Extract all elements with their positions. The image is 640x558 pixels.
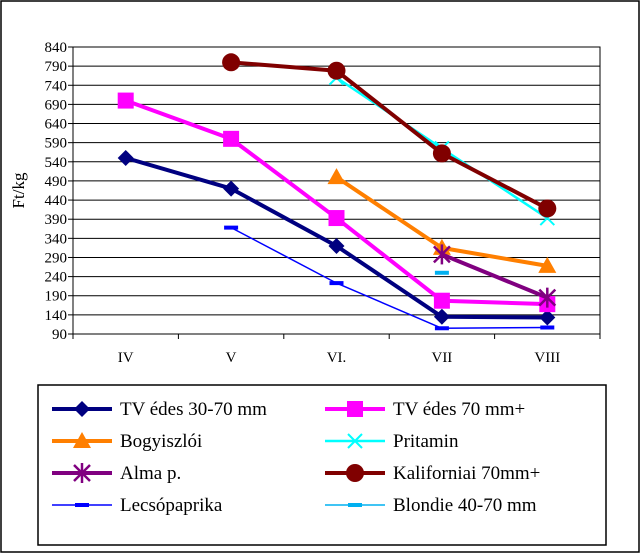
legend-box	[37, 384, 607, 546]
y-tick-label: 240	[45, 270, 68, 286]
legend-item-tv-des-30-70-mm: TV édes 30-70 mm	[52, 399, 267, 420]
data-point	[223, 180, 240, 197]
data-point	[538, 199, 557, 218]
legend-marker	[348, 503, 362, 507]
legend-label: TV édes 70 mm+	[393, 399, 525, 420]
data-point	[434, 326, 449, 331]
data-point	[433, 244, 451, 265]
legend-label: Pritamin	[393, 431, 459, 452]
x-tick-label: VIII	[534, 350, 560, 366]
y-tick-label: 490	[45, 174, 68, 190]
data-point	[329, 281, 344, 286]
x-tick-label: VII	[431, 350, 452, 366]
legend-label: TV édes 30-70 mm	[120, 399, 267, 420]
y-tick-label: 740	[45, 78, 68, 94]
legend-marker	[73, 432, 91, 448]
data-point	[538, 256, 557, 273]
legend-label: Lecsópaprika	[120, 495, 223, 516]
data-point	[117, 149, 134, 166]
legend-marker	[73, 463, 91, 483]
legend-label: Bogyiszlói	[120, 431, 202, 452]
data-point	[540, 325, 555, 330]
y-tick-label: 840	[45, 40, 68, 56]
y-tick-label: 590	[45, 136, 68, 152]
x-tick-label: IV	[118, 350, 134, 366]
data-point	[433, 308, 450, 325]
legend: TV édes 30-70 mm TV édes 70 mm+ Bogyiszlói…	[52, 399, 540, 516]
legend-item-pritamin: Pritamin	[325, 431, 459, 452]
data-point	[117, 92, 134, 109]
plot-area	[72, 46, 601, 335]
y-tick-label: 640	[45, 117, 68, 133]
series-alma-p	[433, 244, 557, 308]
y-tick-label: 290	[45, 250, 68, 266]
legend-marker	[347, 401, 363, 417]
y-tick-label: 690	[45, 97, 68, 113]
y-tick-label: 340	[45, 231, 68, 247]
y-tick-label: 390	[45, 212, 68, 228]
data-point	[432, 144, 451, 163]
legend-label: Kaliforniai 70mm+	[393, 463, 540, 484]
legend-item-kaliforniai-70mm: Kaliforniai 70mm+	[325, 463, 540, 484]
series-kaliforniai-70mm	[222, 53, 557, 218]
legend-item-lecs-paprika: Lecsópaprika	[52, 495, 223, 516]
series-line	[441, 252, 549, 300]
legend-item-blondie-40-70-mm: Blondie 40-70 mm	[325, 495, 537, 516]
y-axis-ticks: 90 140 190 240 290 340 390 440 490 540 590 640 690 74…	[45, 40, 73, 343]
data-point	[328, 237, 345, 254]
legend-marker	[346, 464, 364, 482]
legend-item-alma-p: Alma p.	[52, 463, 181, 484]
y-axis-label: Ft/kg	[9, 172, 28, 208]
data-point	[327, 61, 346, 80]
legend-marker	[347, 433, 363, 449]
data-point	[224, 225, 239, 230]
x-tick-label: V	[226, 350, 237, 366]
data-point	[434, 270, 449, 275]
x-axis-ticks: IV V VI. VII VIII	[72, 334, 601, 366]
data-point	[327, 168, 346, 185]
series-blondie-40-70-mm	[434, 270, 449, 275]
data-point	[539, 309, 556, 326]
series-group	[117, 53, 557, 331]
series-line	[230, 226, 548, 330]
y-tick-label: 540	[45, 155, 68, 171]
y-tick-label: 440	[45, 193, 68, 209]
y-tick-label: 90	[52, 327, 67, 343]
data-point	[328, 210, 345, 227]
legend-marker	[75, 503, 89, 507]
legend-item-tv-des-70-mm: TV édes 70 mm+	[325, 399, 525, 420]
series-tv-des-30-70-mm	[117, 149, 556, 326]
legend-label: Alma p.	[120, 463, 181, 484]
y-tick-label: 140	[45, 308, 68, 324]
data-point	[222, 53, 241, 72]
data-point	[223, 130, 240, 147]
legend-label: Blondie 40-70 mm	[393, 495, 537, 516]
legend-marker	[74, 401, 90, 417]
data-point	[538, 287, 557, 308]
y-tick-label: 790	[45, 59, 68, 75]
legend-item-bogyiszl-i: Bogyiszlói	[52, 431, 202, 452]
x-tick-label: VI.	[327, 350, 347, 366]
series-line	[230, 60, 549, 211]
series-lecs-paprika	[224, 225, 555, 331]
y-tick-label: 190	[45, 289, 68, 305]
data-point	[433, 292, 450, 309]
